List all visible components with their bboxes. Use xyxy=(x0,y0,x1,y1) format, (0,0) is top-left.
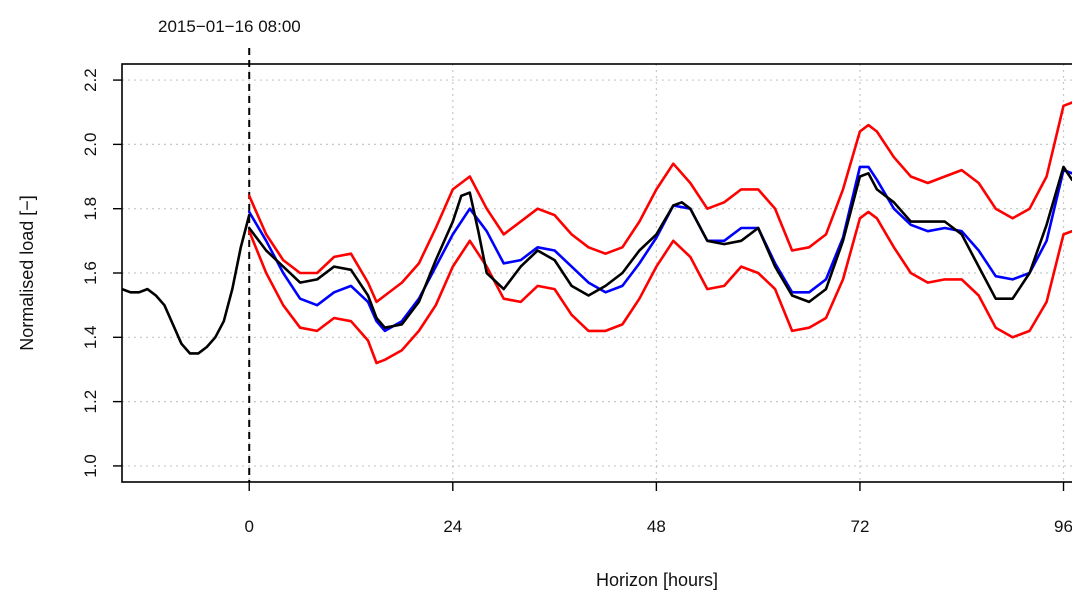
series-line-upper-bound xyxy=(247,101,1072,304)
forecast-timestamp: 2015−01−16 08:00 xyxy=(158,17,301,36)
y-tick-label: 1.8 xyxy=(81,197,100,221)
series-line-history xyxy=(122,213,251,355)
y-tick-label: 1.6 xyxy=(81,261,100,285)
x-tick-label: 72 xyxy=(850,517,869,536)
y-tick-label: 1.2 xyxy=(81,390,100,414)
x-tick-label: 24 xyxy=(443,517,462,536)
y-axis: 1.0 1.2 1.4 1.6 1.8 2.0 2.2 xyxy=(81,68,122,478)
x-axis: 0 24 48 72 96 xyxy=(244,482,1072,536)
series-line-lower-bound xyxy=(247,210,1072,365)
x-tick-label: 48 xyxy=(647,517,666,536)
x-tick-label: 96 xyxy=(1054,517,1072,536)
x-axis-title: Horizon [hours] xyxy=(596,570,718,590)
y-tick-label: 1.0 xyxy=(81,454,100,478)
y-tick-label: 1.4 xyxy=(81,325,100,349)
y-tick-label: 2.2 xyxy=(81,68,100,92)
grid xyxy=(122,64,1072,482)
series-line-observed xyxy=(247,165,1072,329)
y-axis-title: Normalised load [−] xyxy=(17,195,37,351)
series-layer xyxy=(122,101,1072,365)
x-tick-label: 0 xyxy=(244,517,253,536)
y-tick-label: 2.0 xyxy=(81,133,100,157)
